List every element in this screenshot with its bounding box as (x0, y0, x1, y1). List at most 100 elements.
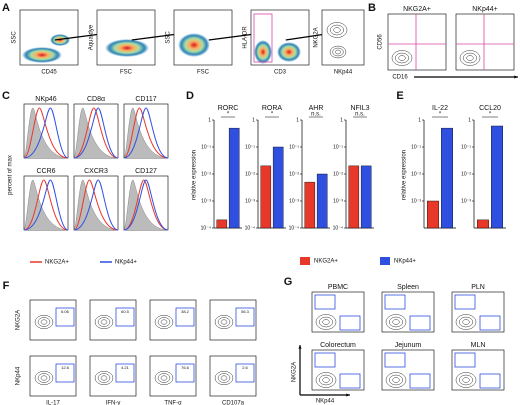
chart-title: NFIL3 (350, 105, 369, 112)
plot-frame (455, 13, 515, 71)
plot-frame (311, 291, 365, 333)
gate (55, 363, 75, 383)
plot-frame (29, 299, 77, 341)
contour (389, 374, 403, 386)
y-tick-label: 10⁻⁴ (289, 225, 299, 231)
gate (115, 307, 135, 327)
contour (322, 319, 330, 325)
axis-label: NKp44 (16, 366, 22, 385)
panel-letter: E (396, 90, 403, 102)
contour (97, 373, 111, 383)
y-tick-label: 10⁻² (461, 171, 471, 177)
bar (441, 127, 453, 229)
contour (157, 373, 171, 383)
significance-label: n.s. (311, 112, 321, 118)
gate-value: 60.5 (121, 309, 130, 314)
legend-swatch (300, 257, 310, 265)
axis-label: CD45 (41, 70, 57, 76)
axis-label: IL-17 (46, 401, 60, 405)
plot-frame (209, 299, 257, 341)
y-tick-label: 10⁻³ (411, 198, 421, 204)
gate (253, 13, 273, 63)
plot-title: PLN (471, 284, 485, 291)
axis-label: percent of max (8, 155, 14, 195)
gate (314, 294, 336, 310)
bar (427, 200, 439, 229)
histogram-line (123, 107, 169, 159)
gate (175, 307, 195, 327)
significance-label: n.s. (355, 112, 365, 118)
gate (409, 373, 431, 389)
axis-label: NKp44 (334, 70, 353, 76)
histogram-line (23, 179, 69, 231)
density-blob (254, 40, 272, 64)
axis-label: HLA-DR (243, 26, 249, 49)
significance-label: * (271, 112, 274, 118)
panel-letter: D (186, 90, 194, 102)
axis-label: CD107a (222, 401, 245, 405)
histogram-line (73, 107, 119, 159)
contour (217, 317, 231, 327)
density-blob (105, 39, 149, 57)
legend-entry: NKG2A+ (314, 259, 338, 265)
axis-label: IFN-γ (106, 401, 121, 405)
contour (34, 371, 54, 385)
contour (385, 314, 407, 330)
y-tick-label: 1 (468, 117, 471, 123)
plot-title: PBMC (328, 284, 348, 291)
y-tick-label: 1 (252, 117, 255, 123)
legend-entry: NKp44+ (115, 260, 137, 266)
bar (228, 127, 240, 229)
bar (348, 165, 360, 229)
axis-label: FSC (197, 70, 210, 76)
gate-value: 4.21 (121, 365, 130, 370)
axis-label: NKp44 (316, 399, 335, 405)
y-tick-label: 10⁻² (411, 171, 421, 177)
gate (384, 294, 406, 310)
chart-title: AHR (309, 105, 324, 112)
density-blob (178, 33, 210, 57)
contour (332, 47, 344, 57)
gate (479, 373, 501, 389)
contour (100, 319, 108, 325)
bar (316, 173, 328, 229)
histogram-line (123, 179, 169, 231)
plot-title: CXCR3 (84, 168, 108, 175)
gate (339, 315, 361, 331)
contour (319, 374, 333, 386)
contour (217, 373, 231, 383)
contour (322, 377, 330, 383)
gate (115, 363, 135, 383)
gate-value: 12.6 (61, 365, 70, 370)
gate (339, 373, 361, 389)
gate (409, 315, 431, 331)
contour (459, 50, 481, 66)
y-tick-label: 10⁻¹ (411, 144, 421, 150)
plot-frame (451, 291, 505, 333)
gate (454, 294, 476, 310)
y-tick-label: 10⁻³ (289, 198, 299, 204)
plot-frame (29, 355, 77, 397)
gate-value: 56.3 (241, 309, 250, 314)
contour (154, 371, 174, 385)
panel-letter: A (2, 2, 10, 14)
bar (360, 165, 372, 229)
isotype-histogram (73, 107, 119, 159)
axis-label: FSC (120, 70, 133, 76)
axis-label: NKG2A (16, 310, 22, 330)
contour (40, 319, 48, 325)
legend-entry: NKG2A+ (45, 260, 69, 266)
contour (398, 55, 406, 61)
axis-label: SSC (166, 31, 172, 44)
axis-label: SSC (12, 31, 18, 44)
contour (100, 375, 108, 381)
gate (384, 352, 406, 368)
chart-title: CCL20 (479, 105, 501, 112)
gate (55, 307, 75, 327)
significance-label: * (439, 112, 442, 118)
plot-title: Spleen (397, 284, 419, 291)
isotype-histogram (123, 179, 169, 231)
chart-title: RORA (262, 105, 283, 112)
axis-label: relative expression (192, 150, 198, 200)
